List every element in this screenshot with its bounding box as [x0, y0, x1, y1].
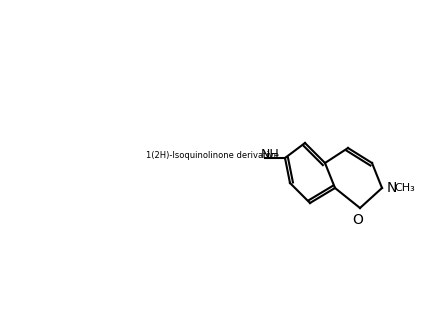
Text: CH₃: CH₃ — [395, 183, 416, 193]
Text: NH: NH — [261, 149, 279, 162]
Text: N: N — [387, 181, 397, 195]
Text: O: O — [353, 213, 363, 227]
Text: 1(2H)-Isoquinolinone derivative: 1(2H)-Isoquinolinone derivative — [145, 151, 279, 160]
